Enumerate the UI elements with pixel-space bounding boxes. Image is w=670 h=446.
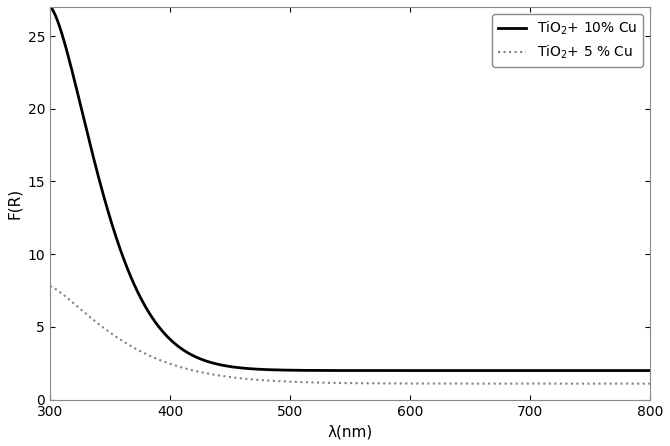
TiO$_2$+ 5 % Cu: [646, 381, 654, 386]
TiO$_2$+ 5 % Cu: [46, 284, 54, 289]
TiO$_2$+ 5 % Cu: [289, 379, 297, 384]
Line: TiO$_2$+ 10% Cu: TiO$_2$+ 10% Cu: [50, 7, 650, 371]
TiO$_2$+ 10% Cu: [107, 219, 115, 224]
TiO$_2$+ 10% Cu: [646, 368, 654, 373]
Legend: TiO$_2$+ 10% Cu, TiO$_2$+ 5 % Cu: TiO$_2$+ 10% Cu, TiO$_2$+ 5 % Cu: [492, 14, 643, 67]
TiO$_2$+ 10% Cu: [46, 4, 54, 10]
TiO$_2$+ 5 % Cu: [525, 381, 533, 386]
TiO$_2$+ 10% Cu: [525, 368, 533, 373]
TiO$_2$+ 10% Cu: [458, 368, 466, 373]
X-axis label: λ(nm): λ(nm): [328, 424, 373, 439]
TiO$_2$+ 10% Cu: [289, 368, 297, 373]
TiO$_2$+ 5 % Cu: [458, 381, 466, 386]
TiO$_2$+ 10% Cu: [514, 368, 522, 373]
Y-axis label: F(R): F(R): [7, 188, 22, 219]
TiO$_2$+ 5 % Cu: [514, 381, 522, 386]
TiO$_2$+ 5 % Cu: [310, 380, 318, 385]
TiO$_2$+ 5 % Cu: [107, 331, 115, 336]
TiO$_2$+ 10% Cu: [310, 368, 318, 373]
Line: TiO$_2$+ 5 % Cu: TiO$_2$+ 5 % Cu: [50, 286, 650, 384]
